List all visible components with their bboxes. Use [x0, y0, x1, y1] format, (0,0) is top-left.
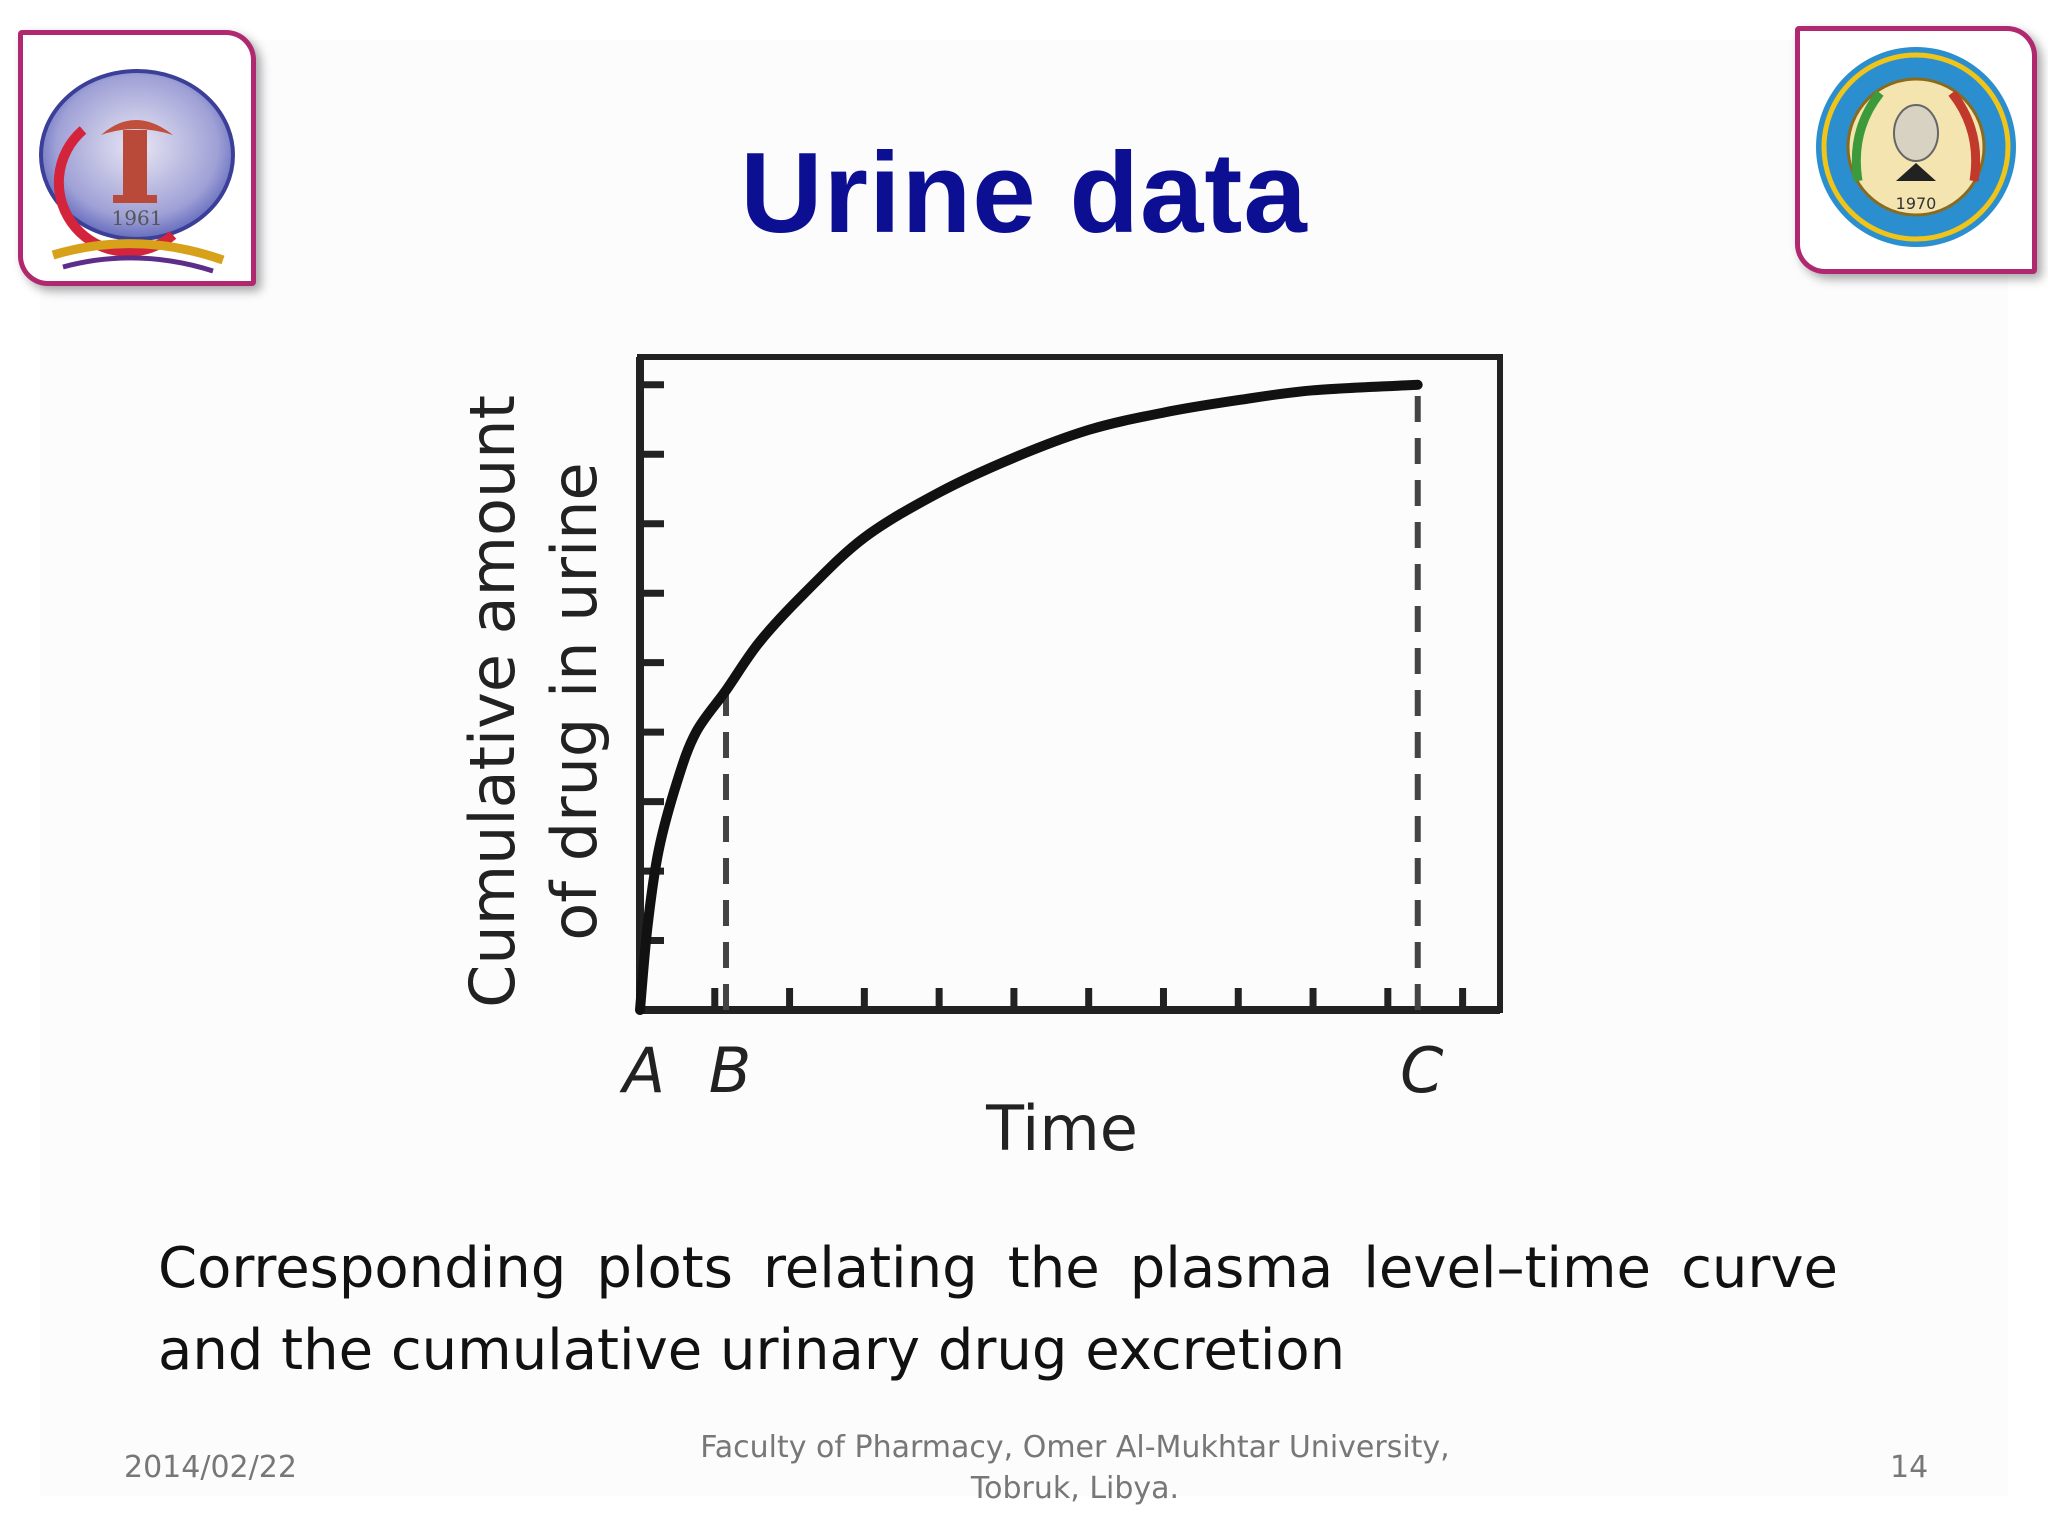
- logo-year-left: 1961: [112, 206, 163, 230]
- slide-caption: Corresponding plots relating the plasma …: [158, 1236, 1838, 1383]
- footer-institution: Faculty of Pharmacy, Omer Al-Mukhtar Uni…: [650, 1427, 1500, 1509]
- footer-institution-line-1: Faculty of Pharmacy, Omer Al-Mukhtar Uni…: [700, 1430, 1450, 1465]
- slide-background: [40, 40, 2008, 1496]
- omer-al-mukhtar-university-seal-icon: 1970: [1816, 47, 2016, 247]
- vertical-markers: [723, 384, 1421, 1010]
- x-marker-label-a: A: [619, 1034, 665, 1107]
- slide-title: Urine data: [740, 130, 1308, 257]
- x-ticks: [711, 988, 1467, 1010]
- y-axis-label-line-2: of drug in urine: [538, 462, 611, 940]
- x-axis-label: Time: [985, 1092, 1138, 1165]
- faculty-logo: 1961: [18, 30, 256, 286]
- footer-date: 2014/02/22: [124, 1450, 297, 1485]
- plot-frame: [637, 354, 1503, 1013]
- footer-page-number: 14: [1890, 1450, 1929, 1485]
- cumulative-excretion-curve: [635, 379, 1423, 1015]
- footer-institution-line-2: Tobruk, Libya.: [970, 1471, 1180, 1506]
- y-axis-label-line-1: Cumulative amount: [456, 395, 529, 1008]
- logo-year-right: 1970: [1896, 194, 1937, 213]
- x-marker-label-b: B: [709, 1034, 752, 1107]
- university-seal: 1970: [1795, 26, 2037, 274]
- faculty-of-pharmacy-logo-icon: 1961: [39, 69, 235, 274]
- x-marker-label-c: C: [1400, 1034, 1444, 1107]
